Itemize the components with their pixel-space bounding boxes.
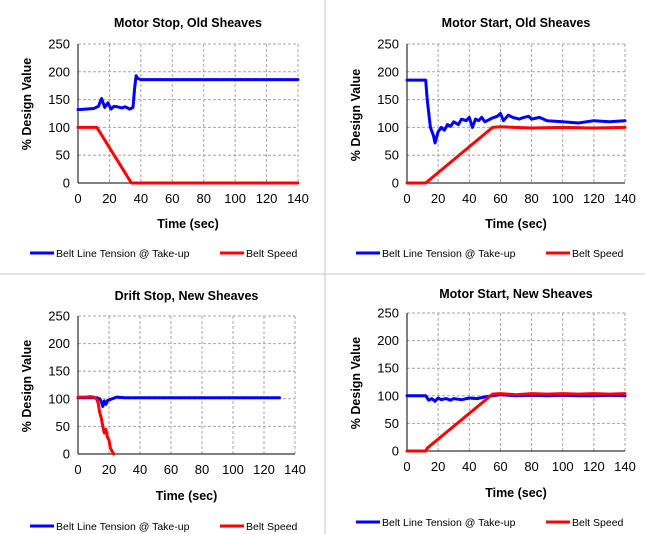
x-tick-label: 140 [614, 459, 636, 474]
y-tick-label: 150 [377, 361, 399, 376]
x-tick-label: 120 [253, 462, 275, 477]
legend-label: Belt Speed [246, 248, 298, 260]
chart-panel-2: Motor Start, Old Sheaves 0 50 100 150 200 250 0… [349, 16, 636, 260]
y-tick-label: 50 [56, 419, 70, 434]
x-axis-label: Time (sec) [157, 217, 219, 231]
series-line-belt-speed [405, 125, 627, 185]
y-tick-label: 0 [63, 447, 70, 462]
y-axis-label: % Design Value [349, 337, 363, 429]
legend-label: Belt Speed [572, 248, 624, 260]
x-tick-label: 80 [195, 462, 209, 477]
chart-title: Motor Start, Old Sheaves [442, 16, 591, 30]
x-tick-label: 140 [284, 462, 306, 477]
x-tick-label: 60 [493, 459, 507, 474]
series-line-belt-speed [76, 395, 116, 456]
x-tick-label: 80 [196, 191, 210, 206]
x-tick-label: 80 [524, 459, 538, 474]
chart-title: Motor Stop, Old Sheaves [114, 16, 262, 30]
x-tick-label: 100 [552, 191, 574, 206]
x-tick-label: 60 [493, 191, 507, 206]
series-line-belt-tension [76, 74, 300, 112]
x-axis-label: Time (sec) [485, 486, 547, 500]
y-tick-label: 200 [48, 336, 70, 351]
x-tick-label: 40 [462, 459, 476, 474]
y-tick-label: 150 [48, 92, 70, 107]
y-tick-label: 100 [377, 388, 399, 403]
x-tick-label: 40 [462, 191, 476, 206]
x-tick-label: 20 [431, 459, 445, 474]
x-tick-label: 140 [614, 191, 636, 206]
x-tick-label: 120 [583, 191, 605, 206]
x-tick-label: 100 [222, 462, 244, 477]
y-axis-label: % Design Value [20, 58, 34, 150]
x-tick-label: 0 [403, 191, 410, 206]
chart-title: Motor Start, New Sheaves [439, 287, 593, 301]
x-tick-label: 120 [583, 459, 605, 474]
y-tick-label: 150 [377, 92, 399, 107]
series-line-belt-speed [405, 392, 627, 453]
chart-panel-1: Motor Stop, Old Sheaves 0 50 100 150 200 250 0 2… [20, 16, 309, 260]
series-line-belt-speed [76, 125, 300, 185]
x-tick-label: 20 [431, 191, 445, 206]
x-tick-label: 140 [287, 191, 309, 206]
chart-title: Drift Stop, New Sheaves [115, 289, 259, 303]
y-axis-label: % Design Value [20, 340, 34, 432]
legend-label: Belt Line Tension @ Take-up [382, 248, 516, 260]
x-tick-label: 40 [134, 191, 148, 206]
y-tick-label: 100 [48, 391, 70, 406]
y-tick-label: 200 [377, 64, 399, 79]
y-tick-label: 0 [392, 444, 399, 459]
y-tick-label: 50 [385, 148, 399, 163]
y-tick-label: 50 [56, 148, 70, 163]
legend-label: Belt Line Tension @ Take-up [56, 521, 190, 533]
y-tick-label: 250 [48, 309, 70, 324]
x-tick-label: 0 [74, 191, 81, 206]
x-tick-label: 20 [102, 462, 116, 477]
x-tick-label: 0 [74, 462, 81, 477]
y-tick-label: 0 [63, 176, 70, 191]
x-tick-label: 40 [133, 462, 147, 477]
legend-label: Belt Line Tension @ Take-up [56, 248, 190, 260]
x-axis-label: Time (sec) [156, 489, 218, 503]
chart-panel-3: Drift Stop, New Sheaves 0 50 100 150 200 250 0 2… [20, 289, 306, 533]
x-tick-label: 20 [102, 191, 116, 206]
series-line-belt-tension [405, 393, 627, 403]
y-tick-label: 250 [377, 306, 399, 321]
chart-panel-4: Motor Start, New Sheaves 0 50 100 150 200 250 0… [349, 287, 636, 529]
x-tick-label: 100 [224, 191, 246, 206]
x-tick-label: 120 [256, 191, 278, 206]
x-tick-label: 80 [524, 191, 538, 206]
x-axis-label: Time (sec) [485, 217, 547, 231]
y-tick-label: 150 [48, 364, 70, 379]
y-tick-label: 200 [48, 64, 70, 79]
y-tick-label: 50 [385, 416, 399, 431]
y-tick-label: 250 [48, 37, 70, 52]
series-line-belt-tension [405, 78, 627, 145]
y-axis-label: % Design Value [349, 69, 363, 161]
legend-label: Belt Line Tension @ Take-up [382, 517, 516, 529]
x-tick-label: 60 [164, 462, 178, 477]
y-tick-label: 250 [377, 37, 399, 52]
x-tick-label: 60 [165, 191, 179, 206]
x-tick-label: 100 [552, 459, 574, 474]
x-tick-label: 0 [403, 459, 410, 474]
y-tick-label: 100 [377, 120, 399, 135]
legend-label: Belt Speed [572, 517, 624, 529]
series-line-belt-tension [76, 395, 281, 408]
y-tick-label: 200 [377, 333, 399, 348]
legend-label: Belt Speed [246, 521, 298, 533]
y-tick-label: 100 [48, 120, 70, 135]
y-tick-label: 0 [392, 176, 399, 191]
